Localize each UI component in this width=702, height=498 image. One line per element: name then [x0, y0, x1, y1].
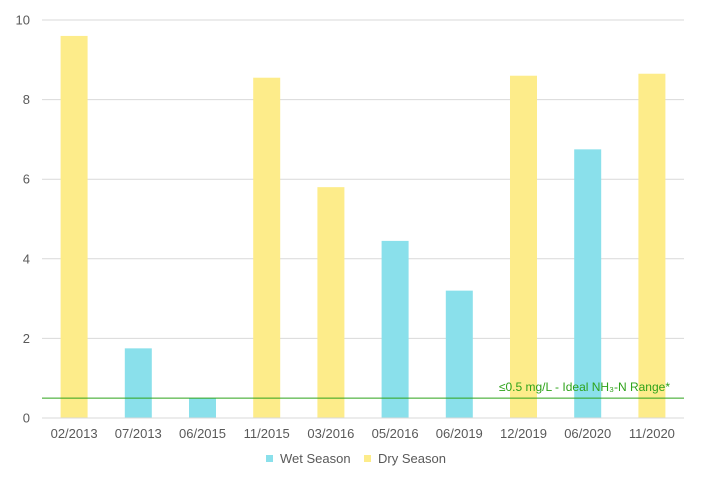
bar-03-2016: [317, 187, 345, 418]
x-tick-label: 11/2015: [244, 426, 290, 441]
x-tick-label: 06/2019: [436, 426, 483, 441]
x-tick-label: 06/2015: [179, 426, 226, 441]
bar-11-2015: [253, 77, 281, 419]
legend-swatch: [266, 455, 273, 462]
bars: [60, 35, 666, 419]
bar-07-2013: [124, 348, 152, 418]
x-tick-label: 02/2013: [51, 426, 98, 441]
reference-line-label: ≤0.5 mg/L - Ideal NH₃-N Range*: [499, 380, 670, 394]
y-tick-label: 2: [23, 331, 30, 346]
x-tick-label: 12/2019: [500, 426, 547, 441]
y-tick-label: 6: [23, 172, 30, 187]
x-tick-label: 03/2016: [307, 426, 354, 441]
legend-label: Wet Season: [280, 451, 351, 466]
x-tick-label: 07/2013: [115, 426, 162, 441]
y-tick-label: 10: [16, 13, 30, 28]
bar-06-2015: [189, 398, 216, 418]
bar-11-2020: [638, 73, 666, 418]
y-tick-label: 0: [23, 411, 30, 426]
legend-label: Dry Season: [378, 451, 446, 466]
bar-12-2019: [510, 75, 537, 418]
bar-06-2020: [574, 149, 602, 418]
x-tick-label: 11/2020: [629, 426, 675, 441]
x-axis-ticks: 02/2013 07/2013 06/2015 11/2015 03/2016 05/20…: [51, 426, 675, 441]
y-tick-label: 4: [23, 251, 30, 266]
y-axis-ticks: 0 2 4 6 8 10: [16, 13, 30, 426]
legend: Wet Season Dry Season: [266, 451, 446, 466]
bar-06-2019: [445, 290, 473, 418]
x-tick-label: 06/2020: [564, 426, 611, 441]
legend-swatch: [364, 455, 371, 462]
bar-02-2013: [60, 35, 88, 419]
y-tick-label: 8: [23, 92, 30, 107]
x-tick-label: 05/2016: [372, 426, 419, 441]
bar-05-2016: [381, 240, 409, 418]
